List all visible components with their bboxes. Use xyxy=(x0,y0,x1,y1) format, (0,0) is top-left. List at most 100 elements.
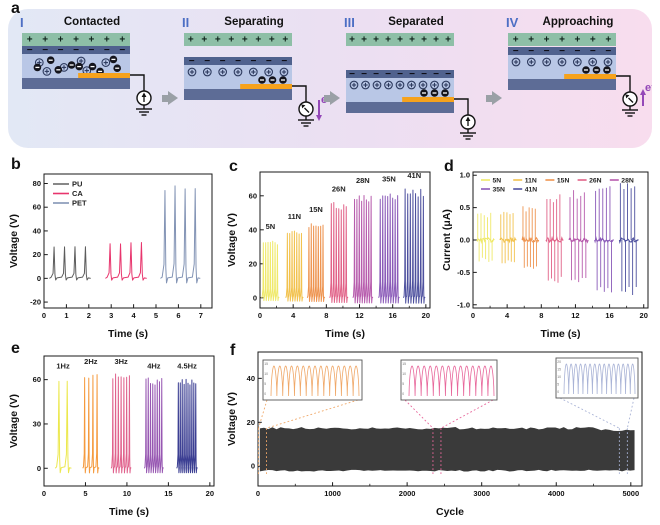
svg-text:+: + xyxy=(559,35,565,46)
svg-text:−: − xyxy=(266,56,272,67)
svg-text:1000: 1000 xyxy=(324,489,341,498)
svg-text:Cycle: Cycle xyxy=(436,506,464,518)
svg-text:+: + xyxy=(255,35,261,46)
svg-text:−: − xyxy=(58,45,64,56)
chart-svg-c: 0 4 8 12 16 20 0 20 40 60 Time (s) Voltage (V) 5N 11N… xyxy=(226,171,431,340)
svg-text:+: + xyxy=(421,35,427,46)
svg-text:+: + xyxy=(397,35,403,46)
svg-text:15: 15 xyxy=(557,368,561,372)
teng-device-diagram: +++++++−−−−−−−e⁻ xyxy=(504,30,657,144)
svg-text:20: 20 xyxy=(206,489,214,498)
svg-text:6: 6 xyxy=(176,311,180,320)
svg-text:60: 60 xyxy=(249,191,257,200)
svg-text:+: + xyxy=(215,35,221,46)
svg-text:0.0: 0.0 xyxy=(460,236,470,245)
svg-text:28N: 28N xyxy=(621,178,634,185)
svg-text:+: + xyxy=(269,35,275,46)
svg-text:2Hz: 2Hz xyxy=(84,357,98,366)
svg-text:e⁻: e⁻ xyxy=(645,82,652,94)
svg-text:10: 10 xyxy=(557,375,561,379)
svg-text:+: + xyxy=(119,35,125,46)
arrow-right-icon xyxy=(162,91,178,105)
svg-text:-20: -20 xyxy=(30,298,41,307)
device-svg: + + + + + + + + +− − − − − − − − − xyxy=(346,33,476,140)
svg-text:+: + xyxy=(409,35,415,46)
svg-text:10: 10 xyxy=(123,489,131,498)
svg-text:+: + xyxy=(544,35,550,46)
chart-durability-cycles: 0 1000 2000 3000 4000 5000 0 20 40 Cycle Voltage (… xyxy=(226,344,660,520)
svg-text:16: 16 xyxy=(605,311,613,320)
svg-text:Voltage (V): Voltage (V) xyxy=(8,214,20,268)
svg-text:0: 0 xyxy=(264,392,266,396)
svg-text:3: 3 xyxy=(109,311,113,320)
svg-text:3Hz: 3Hz xyxy=(114,357,128,366)
svg-text:11N: 11N xyxy=(525,178,537,185)
svg-text:26N: 26N xyxy=(589,178,602,185)
svg-text:−: − xyxy=(119,45,125,56)
svg-text:+: + xyxy=(73,35,79,46)
stage-numeral: IV xyxy=(506,15,519,30)
chart-svg-e: 0 5 10 15 20 0 30 60 Time (s) Voltage (V) 1Hz 2Hz 3H… xyxy=(8,355,215,518)
svg-text:+: + xyxy=(104,35,110,46)
svg-text:20: 20 xyxy=(422,311,430,320)
svg-text:11N: 11N xyxy=(288,212,301,221)
stage-numeral: III xyxy=(344,15,355,30)
teng-device-diagram: ++++++++−−−−−−−e⁻ xyxy=(180,30,333,144)
svg-text:0.5: 0.5 xyxy=(460,203,470,212)
svg-text:-1.0: -1.0 xyxy=(457,300,470,309)
svg-text:+: + xyxy=(513,35,519,46)
svg-text:0: 0 xyxy=(471,311,475,320)
stage-numeral: II xyxy=(182,15,190,30)
svg-text:0: 0 xyxy=(42,311,46,320)
svg-text:1Hz: 1Hz xyxy=(56,362,70,371)
svg-text:4000: 4000 xyxy=(548,489,565,498)
svg-text:4: 4 xyxy=(505,311,510,320)
panel-label-c: c xyxy=(229,158,238,175)
svg-text:5000: 5000 xyxy=(622,489,639,498)
svg-text:+: + xyxy=(228,35,234,46)
svg-text:0: 0 xyxy=(42,489,46,498)
svg-text:CA: CA xyxy=(72,189,83,198)
svg-text:16: 16 xyxy=(389,311,397,320)
svg-text:15N: 15N xyxy=(309,205,323,214)
svg-text:10: 10 xyxy=(402,372,406,376)
svg-text:0: 0 xyxy=(37,274,41,283)
svg-text:15: 15 xyxy=(402,362,406,366)
svg-text:+: + xyxy=(605,35,611,46)
svg-text:3000: 3000 xyxy=(473,489,490,498)
arrow-right-icon xyxy=(324,91,340,105)
svg-text:−: − xyxy=(409,69,415,80)
svg-text:+: + xyxy=(27,35,33,46)
svg-text:−: − xyxy=(73,45,79,56)
svg-text:20: 20 xyxy=(640,311,648,320)
svg-text:0: 0 xyxy=(37,464,41,473)
svg-text:−: − xyxy=(204,56,210,67)
svg-text:30: 30 xyxy=(33,419,41,428)
panel-label-a: a xyxy=(11,0,20,17)
panel-label-d: d xyxy=(444,158,454,175)
svg-text:−: − xyxy=(590,46,596,57)
svg-text:40: 40 xyxy=(247,374,255,383)
svg-text:20: 20 xyxy=(557,360,561,364)
svg-text:−: − xyxy=(349,69,355,80)
svg-text:1: 1 xyxy=(64,311,68,320)
svg-text:4.5Hz: 4.5Hz xyxy=(177,362,197,371)
teng-device-diagram: + + + + + + + + + − − − − − − − − − xyxy=(342,30,490,144)
svg-text:PU: PU xyxy=(72,180,82,189)
stage-contacted: I Contacted + + + + + + + − − − − − − − xyxy=(18,13,166,145)
svg-text:−: − xyxy=(220,56,226,67)
chart-voltage-vs-force: 0 4 8 12 16 20 0 20 40 60 Time (s) Voltage (V) 5N 11N… xyxy=(226,158,440,342)
svg-text:0: 0 xyxy=(258,311,262,320)
svg-text:-0.5: -0.5 xyxy=(457,268,470,277)
svg-text:−: − xyxy=(397,69,403,80)
svg-text:−: − xyxy=(605,46,611,57)
svg-text:5N: 5N xyxy=(493,178,502,185)
stage-separating: II Separating ++++++++−−−−−−−e⁻ xyxy=(180,13,333,145)
svg-text:35N: 35N xyxy=(493,187,506,194)
stage-title: Separated xyxy=(388,16,444,28)
svg-text:+: + xyxy=(201,35,207,46)
svg-text:20: 20 xyxy=(247,418,255,427)
svg-text:−: − xyxy=(42,45,48,56)
